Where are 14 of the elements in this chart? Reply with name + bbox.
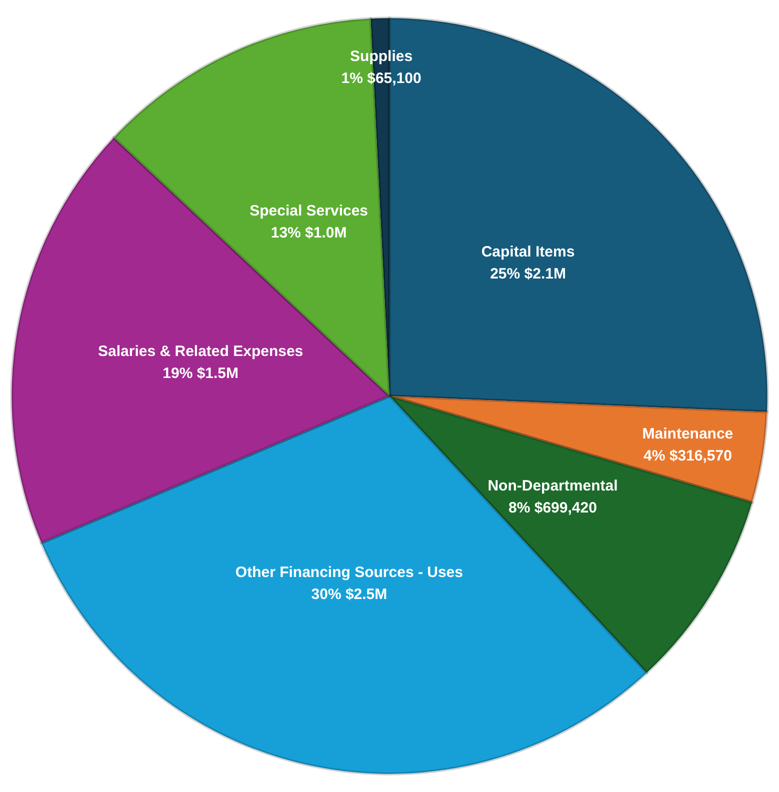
slice-label: Special Services — [250, 202, 368, 220]
data-label: 30% $2.5M — [311, 586, 388, 604]
data-label: 1% $65,100 — [341, 70, 422, 87]
slice-label: Non-Departmental — [488, 477, 618, 494]
data-label: 19% $1.5M — [162, 364, 239, 382]
data-label: 25% $2.1M — [490, 266, 566, 283]
slice-label: Other Financing Sources - Uses — [235, 564, 463, 582]
slice-label: Supplies — [350, 48, 413, 65]
data-label: 8% $699,420 — [508, 499, 597, 516]
slice-label: Maintenance — [642, 426, 734, 443]
slice-label: Salaries & Related Expenses — [98, 342, 304, 360]
slice-label: Capital Items — [481, 244, 575, 261]
data-label: 13% $1.0M — [270, 224, 347, 242]
data-label: 4% $316,570 — [644, 448, 732, 465]
